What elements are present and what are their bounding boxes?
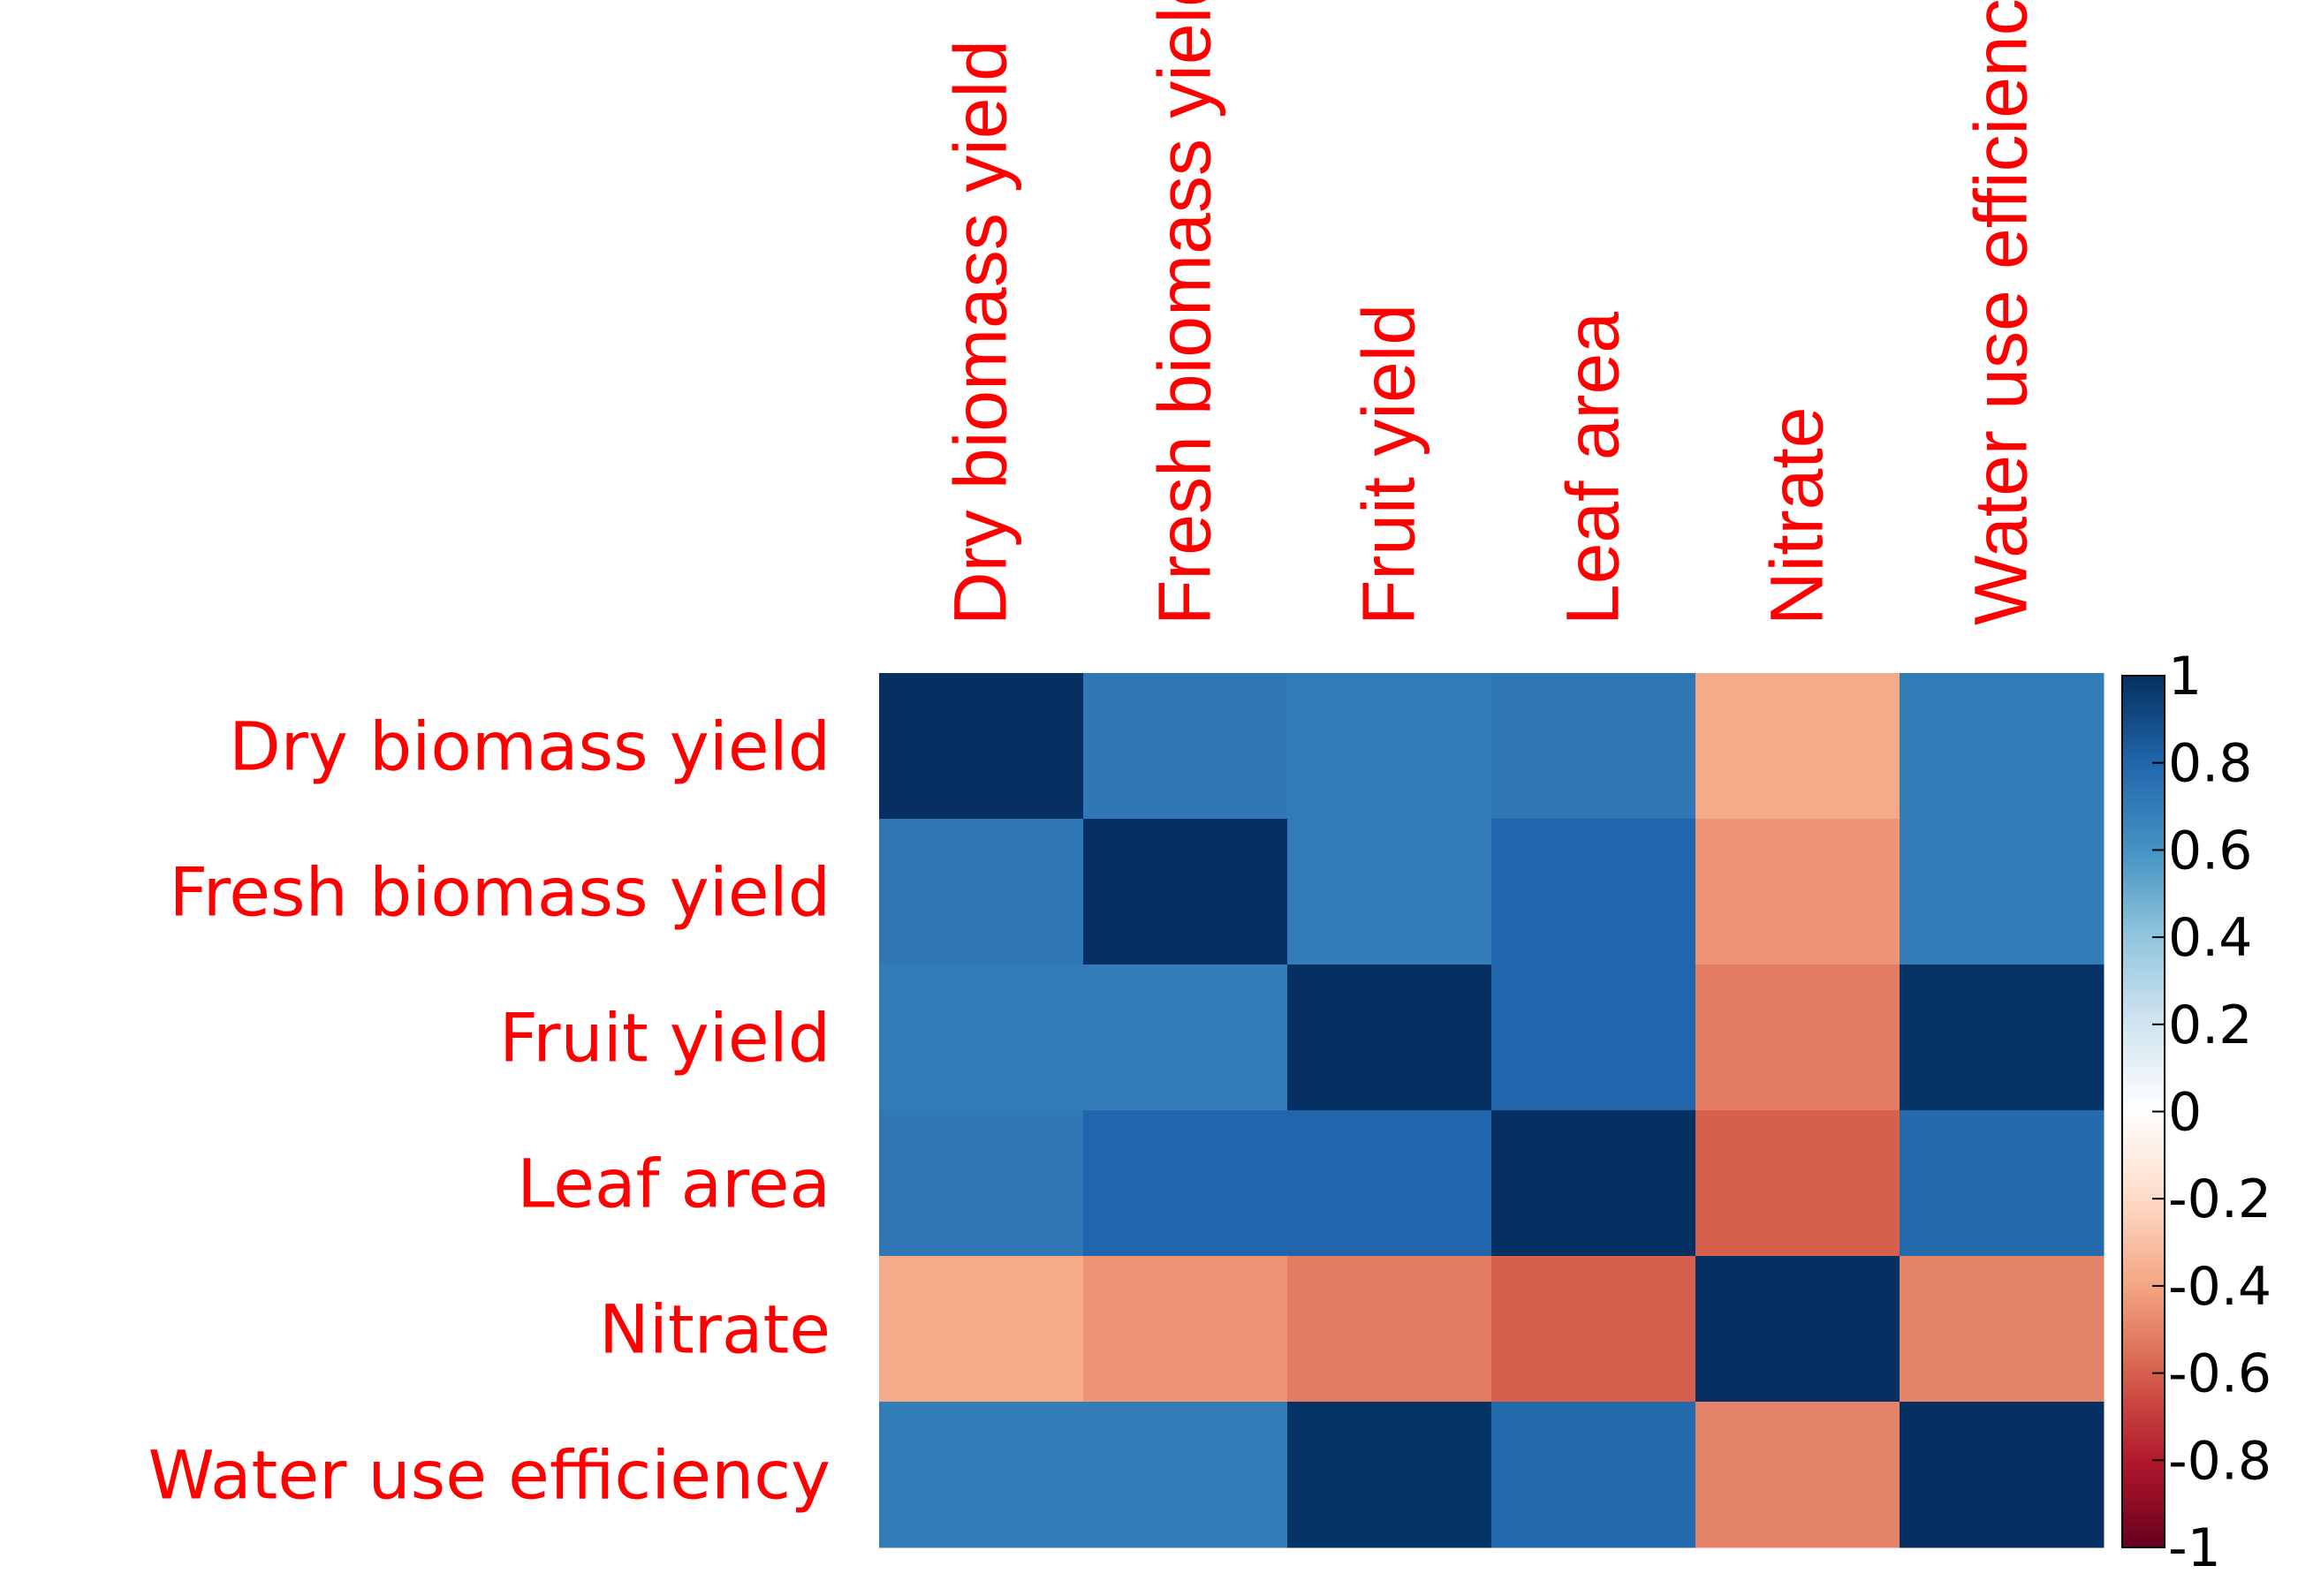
row-labels: Dry biomass yield Fresh biomass yield Frui… — [148, 707, 830, 1515]
colorbar-tick-label: -0.2 — [2168, 1169, 2271, 1230]
column-label: Nitrate — [1756, 407, 1839, 625]
column-label: Dry biomass yield — [939, 40, 1022, 625]
heatmap-cell — [1900, 1402, 2105, 1548]
heatmap-cell — [879, 1110, 1084, 1257]
heatmap-cell — [1900, 1256, 2105, 1403]
column-labels: Dry biomass yield Fresh biomass yield Frui… — [939, 0, 2043, 625]
heatmap-cell — [1695, 1256, 1900, 1403]
heatmap-cell — [879, 1402, 1084, 1548]
heatmap-cell — [1287, 673, 1492, 820]
heatmap-cell — [1287, 1256, 1492, 1403]
heatmap-cell — [1900, 1110, 2105, 1257]
column-label: Fresh biomass yield — [1143, 0, 1226, 625]
heatmap-cell — [1083, 1402, 1288, 1548]
colorbar-tick-label: 0 — [2168, 1082, 2202, 1144]
row-label: Leaf area — [517, 1145, 830, 1223]
heatmap-cell — [1695, 673, 1900, 820]
colorbar-tick-label: -1 — [2168, 1517, 2221, 1579]
row-label: Water use efficiency — [148, 1436, 830, 1515]
heatmap-cell — [1083, 964, 1288, 1111]
heatmap-cell — [1695, 819, 1900, 965]
heatmap-cell — [879, 819, 1084, 965]
heatmap-cell — [1695, 1110, 1900, 1257]
heatmap-cell — [1695, 1402, 1900, 1548]
row-label: Fruit yield — [499, 999, 830, 1078]
heatmap-cell — [1287, 819, 1492, 965]
heatmap-cell — [1491, 964, 1696, 1111]
colorbar-tick-label: -0.6 — [2168, 1343, 2271, 1405]
heatmap-cell — [1287, 1110, 1492, 1257]
heatmap-cell — [1083, 1256, 1288, 1403]
colorbar-tick-label: -0.4 — [2168, 1256, 2271, 1318]
column-label: Fruit yield — [1347, 304, 1430, 625]
heatmap-cell — [1491, 1256, 1696, 1403]
heatmap-cell — [879, 1256, 1084, 1403]
row-label: Nitrate — [599, 1290, 830, 1369]
colorbar-ticks: 1 0.8 0.6 0.4 0.2 0 -0.2 -0.4 -0.6 -0.8 -1 — [2152, 646, 2271, 1579]
heatmap-cell — [1083, 1110, 1288, 1257]
heatmap-cells — [879, 673, 2105, 1548]
heatmap-cell — [879, 964, 1084, 1111]
heatmap-cell — [1083, 673, 1288, 820]
colorbar-tick-label: 0.4 — [2168, 907, 2252, 969]
heatmap-cell — [879, 673, 1084, 820]
row-label: Fresh biomass yield — [170, 853, 830, 932]
row-label: Dry biomass yield — [229, 707, 830, 786]
column-label: Water use efficiency — [1960, 0, 2043, 625]
colorbar-tick-label: 0.2 — [2168, 995, 2252, 1056]
heatmap-cell — [1491, 673, 1696, 820]
colorbar-tick-label: -0.8 — [2168, 1430, 2271, 1492]
colorbar-tick-label: 0.8 — [2168, 733, 2252, 795]
column-label: Leaf area — [1551, 312, 1634, 625]
heatmap-cell — [1491, 1110, 1696, 1257]
colorbar-tick-label: 0.6 — [2168, 820, 2252, 881]
heatmap-cell — [1695, 964, 1900, 1111]
heatmap-cell — [1287, 964, 1492, 1111]
colorbar-tick-label: 1 — [2168, 646, 2202, 707]
heatmap-cell — [1900, 964, 2105, 1111]
heatmap-cell — [1491, 1402, 1696, 1548]
heatmap-cell — [1900, 819, 2105, 965]
heatmap-cell — [1900, 673, 2105, 820]
heatmap-cell — [1287, 1402, 1492, 1548]
colorbar: 1 0.8 0.6 0.4 0.2 0 -0.2 -0.4 -0.6 -0.8 -1 — [2121, 646, 2271, 1579]
heatmap-cell — [1083, 819, 1288, 965]
heatmap-cell — [1491, 819, 1696, 965]
